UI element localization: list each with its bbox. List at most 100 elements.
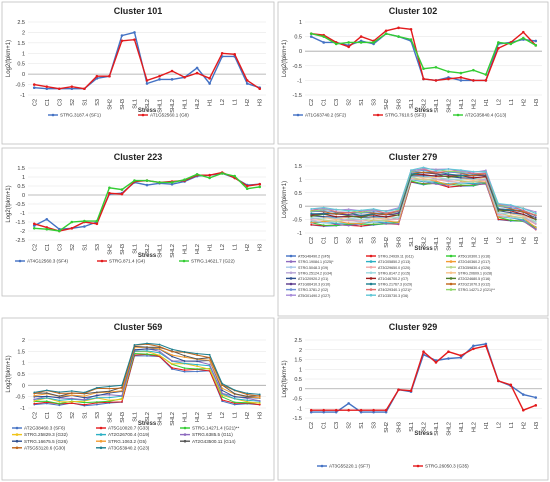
data-point <box>472 182 475 185</box>
data-point <box>108 186 111 190</box>
data-point <box>422 77 425 81</box>
legend-marker <box>289 254 293 258</box>
legend-entry: STRG.21767.3 (G29) <box>378 283 412 287</box>
data-point <box>497 213 500 216</box>
data-point <box>33 402 36 405</box>
data-point <box>83 395 86 397</box>
legend-marker <box>369 271 373 275</box>
data-point <box>258 182 262 186</box>
x-tick-label: C2 <box>32 244 38 251</box>
x-tick-label: S1 <box>82 244 88 251</box>
data-point <box>170 69 174 73</box>
data-point <box>534 210 537 213</box>
data-point <box>359 410 363 414</box>
data-point <box>208 176 211 180</box>
x-tick-label: SHL2 <box>170 412 176 426</box>
legend-entry: STRG.20609.1 (G28) <box>458 271 492 275</box>
data-point <box>58 402 61 405</box>
x-tick-label: S3 <box>372 99 378 106</box>
legend-marker <box>15 439 19 443</box>
legend-marker <box>183 433 187 436</box>
x-tick-label: SH2 <box>384 422 390 433</box>
data-point <box>460 176 462 179</box>
data-point <box>70 402 73 405</box>
data-point <box>497 204 500 207</box>
data-point <box>335 208 338 211</box>
data-point <box>258 399 261 402</box>
y-tick-label: -0.5 <box>293 64 302 70</box>
data-point <box>335 222 338 225</box>
x-tick-label: H2 <box>521 237 527 244</box>
x-tick-label: HL1 <box>459 99 465 109</box>
x-tick-label: S1 <box>359 422 365 429</box>
x-tick-label: S3 <box>95 99 101 106</box>
data-point <box>108 191 111 195</box>
data-point <box>522 218 525 221</box>
data-point <box>146 350 148 352</box>
legend-marker <box>449 260 453 263</box>
legend-marker <box>369 288 373 291</box>
data-point <box>45 85 49 88</box>
data-point <box>522 215 525 218</box>
data-point <box>435 168 437 171</box>
x-tick-label: S3 <box>372 237 378 244</box>
x-tick-label: SH3 <box>397 237 403 248</box>
x-tick-label: L2 <box>220 412 226 418</box>
data-point <box>133 179 136 182</box>
legend-entry: STRG.26050.3 (G35) <box>425 464 469 469</box>
data-point <box>422 350 425 354</box>
data-point <box>472 68 475 72</box>
data-point <box>322 408 326 412</box>
x-tick-label: SL2 <box>145 412 151 422</box>
x-tick-label: SH2 <box>107 99 113 110</box>
chart-panel-3: Cluster 223 -2.5 -2 -1.5 -1 -0.5 0 0.5 1 1.5 Log2(… <box>1 147 275 297</box>
data-point <box>196 352 199 355</box>
x-tick-label: L1 <box>233 244 239 250</box>
data-point <box>384 29 388 33</box>
x-tick-label: HL2 <box>471 237 477 247</box>
y-axis-label: Log2(fpkm+1) <box>282 40 288 77</box>
data-point <box>70 85 74 88</box>
data-point <box>435 183 437 185</box>
data-point <box>322 207 325 210</box>
data-point <box>221 389 224 392</box>
data-point <box>385 219 387 222</box>
x-tick-label: H3 <box>534 237 540 244</box>
data-point <box>459 76 463 79</box>
data-point <box>58 404 61 407</box>
data-point <box>534 396 538 399</box>
data-point <box>309 35 313 38</box>
x-tick-label: HL1 <box>459 422 465 432</box>
x-tick-label: S2 <box>347 237 353 244</box>
x-tick-label: L1 <box>509 237 515 243</box>
data-point <box>372 207 375 210</box>
x-tick-label: L2 <box>220 244 226 250</box>
data-point <box>233 174 236 178</box>
legend-entry: STRG.24939.11 (G11) <box>378 255 414 259</box>
data-point <box>359 41 363 44</box>
data-point <box>422 171 425 174</box>
legend-entry: AT1G63740.2 (SF2) <box>305 113 346 118</box>
data-point <box>208 356 211 359</box>
data-point <box>497 41 500 44</box>
x-tick-label: SH3 <box>397 99 403 110</box>
data-point <box>121 394 123 397</box>
legend-entry: AT3G59830.4 (G26) <box>458 266 490 270</box>
chart-title: Cluster 929 <box>389 322 438 332</box>
legend-marker <box>99 439 103 443</box>
y-tick-label: 0 <box>299 49 302 55</box>
legend-marker <box>449 265 453 269</box>
data-point <box>334 42 338 46</box>
data-point <box>233 401 236 404</box>
data-point <box>183 178 186 181</box>
data-point <box>422 174 425 177</box>
data-point <box>195 173 199 176</box>
legend-marker <box>289 288 293 291</box>
data-point <box>422 179 425 182</box>
chart-title: Cluster 101 <box>114 6 163 16</box>
x-tick-label: HL1 <box>183 412 189 422</box>
data-point <box>310 212 313 215</box>
y-tick-label: 0 <box>22 72 25 78</box>
x-tick-label: SHL1 <box>158 412 164 426</box>
y-tick-label: 2 <box>299 348 302 354</box>
